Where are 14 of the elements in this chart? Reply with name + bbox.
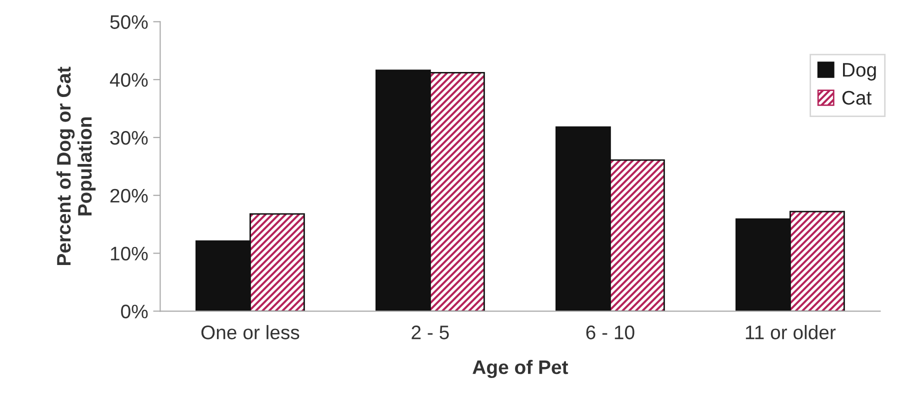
y-tick-label: 0% xyxy=(121,304,148,318)
y-axis-title: Percent of Dog or Cat Population xyxy=(56,66,96,266)
x-tick-label: 6 - 10 xyxy=(586,326,634,340)
legend-label: Cat xyxy=(842,90,872,105)
x-tick-label: 2 - 5 xyxy=(412,326,449,340)
y-tick-label: 20% xyxy=(110,188,148,203)
y-tick-label: 40% xyxy=(110,73,148,87)
x-axis-title: Age of Pet xyxy=(472,360,568,378)
x-tick-label: One or less xyxy=(201,325,300,340)
x-tick-label: 11 or older xyxy=(746,325,836,340)
y-tick-label: 10% xyxy=(110,246,148,260)
y-tick-label: 50% xyxy=(110,15,148,29)
y-tick-label: 30% xyxy=(110,130,148,145)
legend-label: Dog xyxy=(843,63,876,81)
